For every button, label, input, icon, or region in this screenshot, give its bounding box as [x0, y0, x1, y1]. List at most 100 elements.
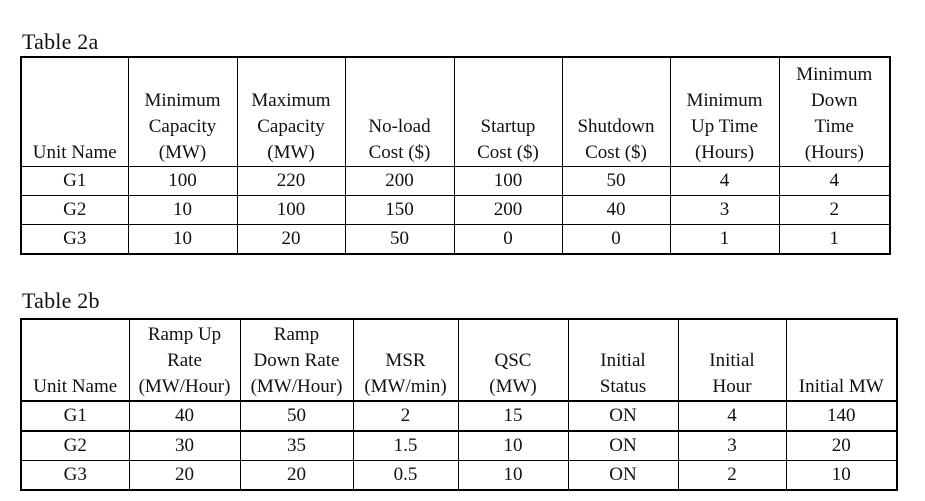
table-cell: 20 [236, 223, 346, 254]
header-line: Hour [712, 376, 752, 397]
table-cell: ON [567, 430, 679, 461]
header-line: Initial [709, 350, 755, 371]
table-cell: 4 [669, 165, 780, 196]
table-cell: 10 [127, 194, 238, 225]
table-cell: G3 [20, 223, 129, 254]
table-2b: Unit Name Ramp Up Rate (MW/Hour) Ramp Do… [20, 318, 898, 491]
header-line: (Hours) [694, 141, 755, 163]
table-cell: G1 [20, 400, 130, 432]
header-line: Initial MW [798, 376, 884, 397]
table-cell: 0 [561, 223, 671, 254]
table-cell: 100 [127, 165, 238, 196]
table-row: G3 10 20 50 0 0 1 1 [20, 223, 891, 254]
column-header-ramp-down-rate: Ramp Down Rate (MW/Hour) [239, 318, 354, 402]
table-2b-header-row: Unit Name Ramp Up Rate (MW/Hour) Ramp Do… [20, 318, 898, 402]
table-cell: 40 [128, 400, 241, 432]
table-cell: 220 [236, 165, 346, 196]
column-header-initial-mw: Initial MW [785, 318, 898, 402]
table-cell: 0 [453, 223, 563, 254]
table-cell: ON [567, 460, 679, 491]
header-line: Maximum [251, 89, 331, 111]
table-cell: G2 [20, 194, 129, 225]
table-cell: 1 [669, 223, 780, 254]
table-2a-header-row: Unit Name Minimum Capacity (MW) Maximum … [20, 56, 891, 167]
header-line: Minimum [144, 89, 221, 111]
header-line: Cost ($) [477, 141, 539, 163]
table-row: G3 20 20 0.5 10 ON 2 10 [20, 460, 898, 491]
table-cell: 100 [236, 194, 346, 225]
table-row: G1 40 50 2 15 ON 4 140 [20, 400, 898, 432]
header-line: Unit Name [33, 376, 118, 397]
header-line: (MW) [267, 141, 315, 163]
table-cell: 200 [344, 165, 455, 196]
header-line: Down [811, 89, 858, 111]
header-line: Cost ($) [585, 141, 647, 163]
header-line: QSC [494, 350, 532, 371]
column-header-initial-status: Initial Status [567, 318, 679, 402]
table-cell: 20 [785, 430, 898, 461]
header-line: Minimum [796, 63, 873, 85]
table-cell: 150 [344, 194, 455, 225]
header-line: Time [814, 115, 854, 137]
table-cell: G1 [20, 165, 129, 196]
header-line: Up Time [690, 115, 759, 137]
table-cell: 4 [778, 165, 891, 196]
column-header-minimum-down-time: Minimum Down Time (Hours) [778, 56, 891, 167]
header-line: Down Rate [253, 350, 340, 371]
header-line: Ramp Up [147, 324, 222, 345]
header-line: (MW/Hour) [138, 376, 231, 397]
header-line: (MW/Hour) [250, 376, 343, 397]
table-cell: G3 [20, 460, 130, 491]
header-line: No-load [368, 115, 431, 137]
header-line: Unit Name [32, 141, 117, 163]
table-cell: 50 [239, 400, 354, 432]
table-cell: 3 [677, 430, 787, 461]
header-line: (MW/min) [364, 376, 447, 397]
table-cell: 100 [453, 165, 563, 196]
table-cell: G2 [20, 430, 130, 461]
column-header-no-load-cost: No-load Cost ($) [344, 56, 455, 167]
table-cell: 10 [785, 460, 898, 491]
table-cell: 15 [457, 400, 569, 432]
table-cell: 4 [677, 400, 787, 432]
table-cell: 10 [457, 460, 569, 491]
table-cell: 140 [785, 400, 898, 432]
table-cell: 2 [677, 460, 787, 491]
header-line: Cost ($) [368, 141, 431, 163]
table-cell: 50 [561, 165, 671, 196]
table-cell: 1 [778, 223, 891, 254]
column-header-maximum-capacity: Maximum Capacity (MW) [236, 56, 346, 167]
column-header-unit-name: Unit Name [20, 318, 130, 402]
column-header-minimum-up-time: Minimum Up Time (Hours) [669, 56, 780, 167]
table-cell: 30 [128, 430, 241, 461]
table-cell: 40 [561, 194, 671, 225]
header-line: Minimum [686, 89, 763, 111]
header-line: Ramp [273, 324, 320, 345]
column-header-startup-cost: Startup Cost ($) [453, 56, 563, 167]
column-header-minimum-capacity: Minimum Capacity (MW) [127, 56, 238, 167]
header-line: Initial [600, 350, 646, 371]
table-cell: 200 [453, 194, 563, 225]
table-cell: 10 [457, 430, 569, 461]
column-header-msr: MSR (MW/min) [352, 318, 459, 402]
header-line: Startup [480, 115, 536, 137]
column-header-initial-hour: Initial Hour [677, 318, 787, 402]
header-line: MSR [385, 350, 426, 371]
table-row: G2 30 35 1.5 10 ON 3 20 [20, 430, 898, 461]
header-line: Capacity [148, 115, 217, 137]
column-header-unit-name: Unit Name [20, 56, 129, 167]
table-row: G1 100 220 200 100 50 4 4 [20, 165, 891, 196]
header-line: (Hours) [804, 141, 864, 163]
column-header-ramp-up-rate: Ramp Up Rate (MW/Hour) [128, 318, 241, 402]
table-2b-caption: Table 2b [22, 288, 100, 313]
header-line: Shutdown [577, 115, 655, 137]
table-2a-caption: Table 2a [22, 29, 99, 54]
table-cell: 10 [127, 223, 238, 254]
table-cell: 50 [344, 223, 455, 254]
header-line: Status [599, 376, 647, 397]
column-header-shutdown-cost: Shutdown Cost ($) [561, 56, 671, 167]
table-cell: 20 [239, 460, 354, 491]
header-line: Rate [167, 350, 202, 371]
header-line: Capacity [257, 115, 325, 137]
table-2a: Unit Name Minimum Capacity (MW) Maximum … [20, 56, 891, 255]
